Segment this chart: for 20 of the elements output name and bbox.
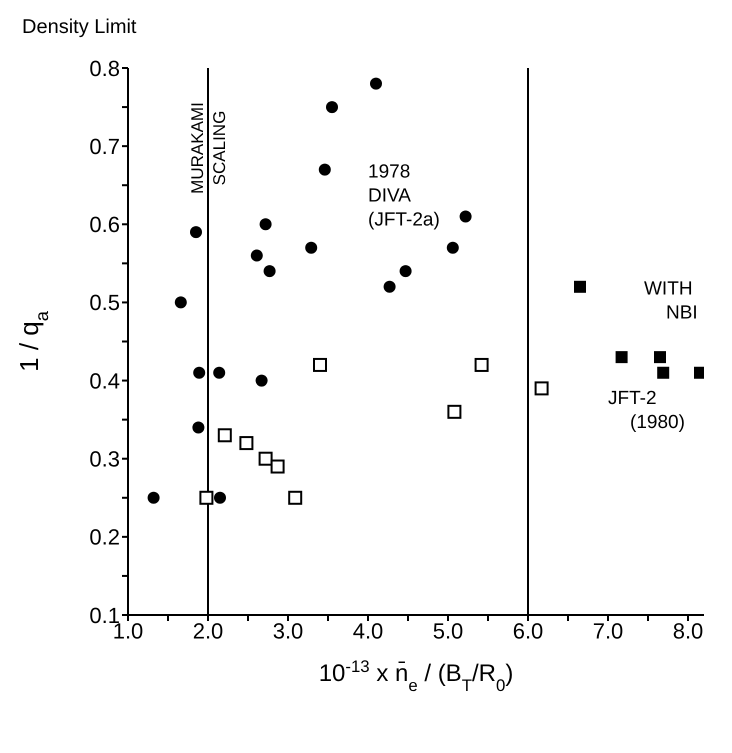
y-tick-label: 0.3 [89,446,120,472]
x-tick-label: 5.0 [432,618,464,644]
annotation: 1978 DIVA (JFT-2a) [368,161,440,230]
y-tick-label: 0.7 [89,134,120,159]
x-tick-label: 4.0 [352,618,384,644]
y-tick-label: 0.8 [89,56,120,81]
x-tick-label: 6.0 [512,618,544,644]
text: 10$^{-13}$ x n̄$_{e}$ / (B$_{T}$/R$_{0}$) [318,656,514,694]
x-tick-label: 8.0 [672,618,704,644]
annotation: WITH NBI [644,278,698,324]
x-tick-label: 2.0 [192,618,224,644]
ref-line-label: MURAKAMI SCALING [188,102,229,194]
y-tick-label: 0.4 [89,368,120,394]
chart-title: Density Limit [22,16,136,39]
y-tick-label: 0.6 [89,212,120,238]
y-tick-label: 0.2 [89,524,120,550]
x-tick-label: 3.0 [272,618,304,644]
x-tick-label: 7.0 [592,618,624,644]
y-tick-label: 0.5 [89,290,120,316]
annotation: JFT-2 (1980) [608,388,685,434]
